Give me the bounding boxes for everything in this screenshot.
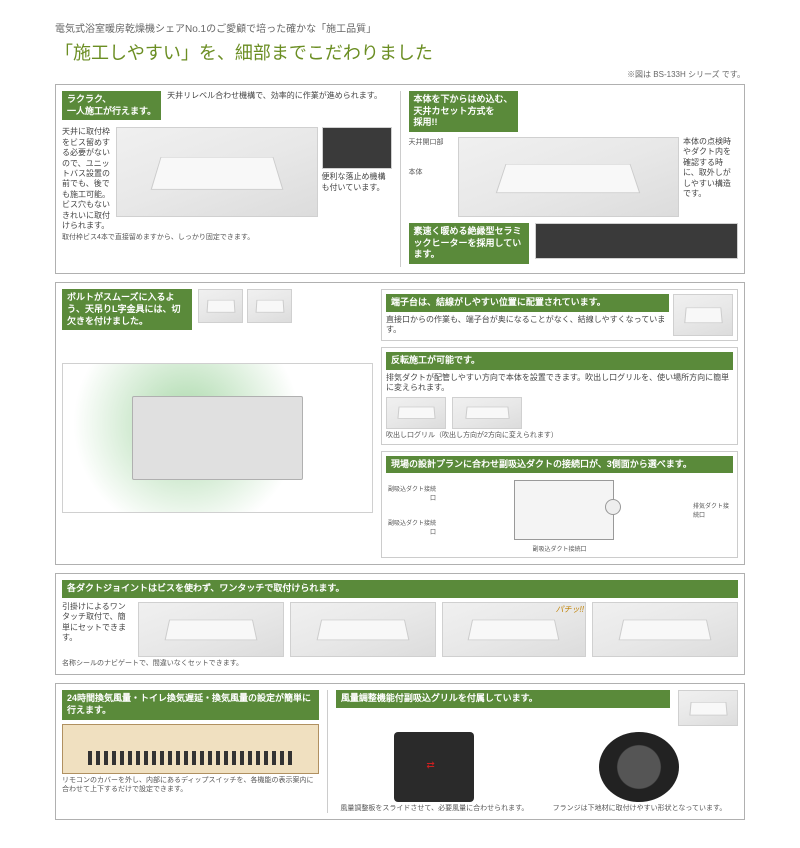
s2-r2-illus2 [452,397,522,429]
s2-r2-heading: 反転施工が可能です。 [386,352,733,370]
s1-left-illustration-photo [322,127,392,169]
s2-product-hero [62,363,373,513]
s3-heading: 各ダクトジョイントはビスを使わず、ワンタッチで取付けられます。 [62,580,738,598]
s1-left-h2: 一人施工が行えます。 [67,106,156,116]
s1-left-mininote: 便利な落止め機構も付いています。 [322,172,392,193]
header-model-note: ※図は BS-133H シリーズ です。 [55,69,745,80]
s3-pachin: パチッ!! [556,604,584,615]
s4-dark2 [599,732,679,802]
s2-r2: 反転施工が可能です。 排気ダクトが配管しやすい方向で本体を設置できます。吹出し口… [381,347,738,445]
s4-cap2: フランジは下地材に取付けやすい形状となっています。 [541,804,738,813]
duct-label-2: 排気ダクト接続口 [693,501,733,519]
s4-left-heading: 24時間換気風量・トイレ換気遅延・換気風量の設定が簡単に行えます。 [62,690,319,719]
s1-r-label2: 本体 [409,167,454,177]
s3-illus1 [138,602,284,657]
header-tagline: 電気式浴室暖房乾燥機シェアNo.1のご愛顧で培った確かな「施工品質」 [55,20,745,35]
s1-right-col: 本体を下からはめ込む、 天井カセット方式を 採用!! 天井開口部 本体 本体の点… [400,91,739,267]
s4-cap1: 風量調整板をスライドさせて、必要風量に合わせられます。 [336,804,533,813]
s1-left-col: ラクラク、 一人施工が行えます。 天井リレベル合わせ機構で、効率的に作業が進めら… [62,91,392,267]
s1-left-h1: ラクラク、 [67,94,111,104]
s1-left-illustration-main [116,127,318,217]
page-container: 電気式浴室暖房乾燥機シェアNo.1のご愛顧で培った確かな「施工品質」 「施工しや… [0,0,800,848]
s2-r1-text: 直接口からの作業も、端子台が奥になることがなく、結線しやすくなっています。 [386,315,669,336]
section-duct-joint: 各ダクトジョイントはビスを使わず、ワンタッチで取付けられます。 引掛けによるワン… [55,573,745,675]
duct-label-4: 副吸込ダクト接続口 [386,544,733,553]
s1-r-h3: 採用!! [414,117,438,127]
s2-r2-text: 排気ダクトが配管しやすい方向で本体を設置できます。吹出し口グリルを、使い場所方向… [386,373,733,394]
s2-left: ボルトがスムーズに入るよう、天吊りL字金具には、切欠きを付けました。 [62,289,373,558]
s4-left-caption: リモコンのカバーを外し、内部にあるディップスイッチを、各機能の表示案内に合わせて… [62,776,319,794]
s4-right-heading: 風量調整機能付副吸込グリルを付属しています。 [336,690,670,708]
s3-note1: 引掛けによるワンタッチ取付で、簡単にセットできます。 [62,602,132,644]
s1-r-sidenote: 本体の点検時やダクト内を確認する時に、取外しがしやすい構造です。 [683,137,738,217]
s4-cell2: フランジは下地材に取付けやすい形状となっています。 [541,732,738,813]
s2-left-heading: ボルトがスムーズに入るよう、天吊りL字金具には、切欠きを付けました。 [62,289,192,330]
s1-r-subheading: 素速く暖める絶縁型セラミックヒーターを採用しています。 [409,223,529,264]
s4-grille-product [678,690,738,726]
duct-diagram [514,480,614,540]
s1-r-heater-photo [535,223,739,259]
s2-r2-label: 吹出し口グリル（吹出し方向が2方向に変えられます） [386,431,733,440]
s1-r-label1: 天井開口部 [409,137,454,147]
section-installation-top: ラクラク、 一人施工が行えます。 天井リレベル合わせ機構で、効率的に作業が進めら… [55,84,745,274]
s1-right-heading: 本体を下からはめ込む、 天井カセット方式を 採用!! [409,91,518,132]
s4-dark1: ⇄ [394,732,474,802]
s3-illus4 [592,602,738,657]
s1-r-h1: 本体を下からはめ込む、 [414,94,513,104]
s1-left-sidetext: 天井に取付枠をビス留めする必要がないので、ユニットバス設置の前でも、後でも施工可… [62,127,112,231]
s2-left-mini1 [198,289,243,323]
s4-left: 24時間換気風量・トイレ換気遅延・換気風量の設定が簡単に行えます。 リモコンのカ… [62,690,319,813]
s3-illus2 [290,602,436,657]
s4-dip-switch-illustration [62,724,319,774]
s1-left-bottom: 取付枠ビス4本で直接留めますから、しっかり固定できます。 [62,233,392,242]
s2-r1-heading: 端子台は、結線がしやすい位置に配置されています。 [386,294,669,312]
duct-label-3: 副吸込ダクト接続口 [386,518,436,536]
duct-label-1: 副吸込ダクト接続口 [386,484,436,502]
s3-note2: 名称シールのナビゲートで、間違いなくセットできます。 [62,659,738,668]
s2-r2-illus1 [386,397,446,429]
s2-r3: 現場の設計プランに合わせ副吸込ダクトの接続口が、3側面から選べます。 副吸込ダク… [381,451,738,559]
arrow-icon: ⇄ [426,760,434,771]
s2-r1-illus [673,294,733,336]
s2-r3-heading: 現場の設計プランに合わせ副吸込ダクトの接続口が、3側面から選べます。 [386,456,733,474]
s4-right: 風量調整機能付副吸込グリルを付属しています。 ⇄ 風量調整板をスライドさせて、必… [327,690,738,813]
s4-cell1: ⇄ 風量調整板をスライドさせて、必要風量に合わせられます。 [336,732,533,813]
s2-right: 端子台は、結線がしやすい位置に配置されています。 直接口からの作業も、端子台が奥… [381,289,738,558]
s2-left-mini2 [247,289,292,323]
s2-r1: 端子台は、結線がしやすい位置に配置されています。 直接口からの作業も、端子台が奥… [381,289,738,341]
header-title: 「施工しやすい」を、細部までこだわりました [55,39,745,65]
s1-left-heading: ラクラク、 一人施工が行えます。 [62,91,161,120]
s1-right-illustration [458,137,680,217]
section-middle: ボルトがスムーズに入るよう、天吊りL字金具には、切欠きを付けました。 端子台は、… [55,282,745,565]
s1-left-topnote: 天井リレベル合わせ機構で、効率的に作業が進められます。 [167,91,391,123]
s1-r-h2: 天井カセット方式を [414,106,495,116]
